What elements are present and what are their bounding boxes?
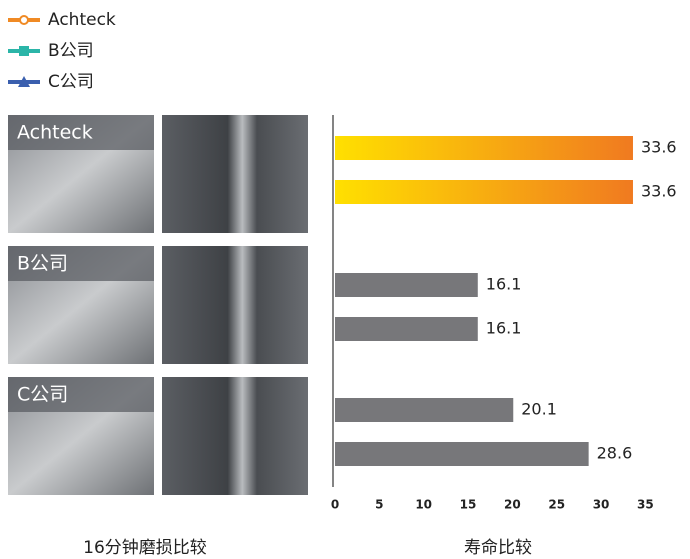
photo-shade	[8, 115, 154, 150]
photos	[8, 115, 308, 495]
x-tick-label: 35	[637, 498, 654, 512]
photo-label: C公司	[17, 384, 68, 406]
legend-label: C公司	[48, 72, 94, 92]
photo-shade	[8, 377, 154, 412]
x-axis-label: 寿命比较	[464, 538, 532, 558]
x-tick-label: 15	[460, 498, 477, 512]
legend-label: B公司	[48, 41, 94, 61]
x-tick-label: 10	[415, 498, 432, 512]
bar	[335, 442, 589, 466]
bar	[335, 136, 633, 160]
value-label: 20.1	[521, 400, 557, 419]
x-tick-label: 0	[331, 498, 339, 512]
value-label: 33.6	[641, 182, 677, 201]
photo-shade	[8, 246, 154, 281]
value-label: 16.1	[486, 275, 522, 294]
legend-marker	[18, 76, 30, 87]
legend-marker	[19, 46, 29, 56]
value-label: 28.6	[597, 444, 633, 463]
bar	[335, 273, 478, 297]
photo	[162, 377, 308, 495]
x-tick-label: 5	[375, 498, 383, 512]
photo-label: B公司	[17, 253, 68, 275]
bar	[335, 317, 478, 341]
value-label: 33.6	[641, 138, 677, 157]
bar	[335, 398, 514, 422]
x-tick-label: 25	[548, 498, 565, 512]
legend-marker	[19, 15, 29, 25]
image-caption: 16分钟磨损比较	[83, 538, 207, 558]
bar	[335, 180, 633, 204]
photo	[162, 246, 308, 364]
legend-label: Achteck	[48, 10, 116, 30]
value-label: 16.1	[486, 319, 522, 338]
photo	[162, 115, 308, 233]
x-tick-label: 20	[504, 498, 521, 512]
x-tick-label: 30	[593, 498, 610, 512]
photo-label: Achteck	[17, 122, 93, 144]
